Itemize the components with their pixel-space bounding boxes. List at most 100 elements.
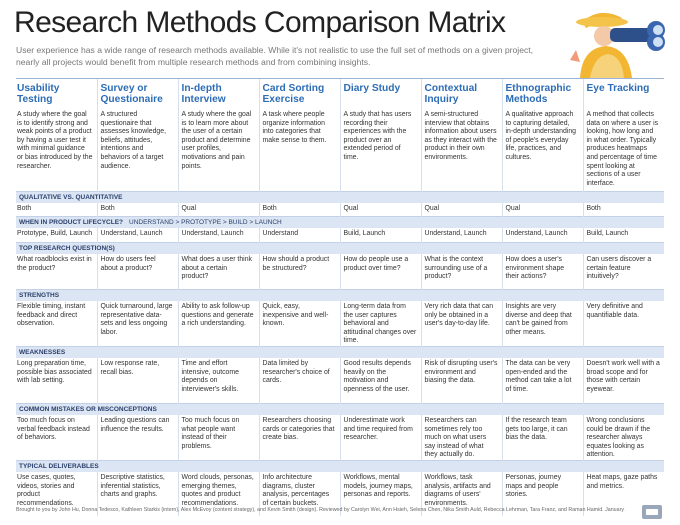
cell: How does a user's environment shape thei… bbox=[501, 254, 583, 290]
cell: Understand, Launch bbox=[96, 228, 178, 243]
cell: Very rich data that can only be obtained… bbox=[420, 301, 502, 347]
column-description: A semi-structured interview that obtains… bbox=[420, 109, 502, 192]
section-band: TOP RESEARCH QUESTION(S) bbox=[16, 242, 664, 254]
column-description: A study that has users recording their e… bbox=[339, 109, 421, 192]
cell: Too much focus on what people want inste… bbox=[177, 414, 259, 461]
cell: Low response rate, recall bias. bbox=[96, 357, 178, 404]
section-title: TYPICAL DELIVERABLES bbox=[19, 462, 99, 470]
section-header: STRENGTHS bbox=[16, 289, 664, 301]
cell: Qual bbox=[420, 203, 502, 217]
cell: Personas, journey maps and people storie… bbox=[501, 471, 583, 516]
cell: Researchers can sometimes rely too much … bbox=[420, 414, 502, 461]
section-subtitle: UNDERSTAND > PROTOTYPE > BUILD > LAUNCH bbox=[129, 219, 282, 226]
footer: Brought to you by John Hu, Donna Tedesco… bbox=[16, 507, 626, 513]
cell: Understand, Launch bbox=[177, 228, 259, 243]
section-band: QUALITATIVE VS. QUANTITATIVE bbox=[16, 191, 664, 203]
column-header-row: Usability Testing Survey or Questionaire I… bbox=[16, 79, 664, 109]
section-band: COMMON MISTAKES OR MISCONCEPTIONS bbox=[16, 402, 664, 415]
section-row: Prototype, Build, Launch Understand, Laun… bbox=[16, 228, 664, 243]
cell: Long-term data from the user captures be… bbox=[339, 301, 421, 347]
cell: How do people use a product over time? bbox=[339, 254, 421, 290]
column-description: A method that collects data on where a u… bbox=[582, 109, 664, 192]
section-row: Flexible timing, instant feedback and di… bbox=[16, 301, 664, 347]
column-description: A task where people organize information… bbox=[258, 109, 340, 192]
section-band: WHEN IN PRODUCT LIFECYCLE? UNDERSTAND > P… bbox=[16, 216, 664, 228]
cell: Too much focus on verbal feedback instea… bbox=[17, 416, 90, 442]
cell: Can users discover a certain feature int… bbox=[582, 254, 664, 290]
section-header: QUALITATIVE VS. QUANTITATIVE bbox=[16, 191, 664, 203]
cell: Understand bbox=[258, 228, 340, 243]
matrix: Usability Testing Survey or Questionaire I… bbox=[16, 78, 664, 516]
cell: Workflows, task analysis, artifacts and … bbox=[420, 471, 502, 516]
cell: Workflows, mental models, journey maps, … bbox=[339, 471, 421, 516]
section-title: WEAKNESSES bbox=[19, 348, 66, 356]
cell: Descriptive statistics, inferential stat… bbox=[96, 471, 178, 516]
section-title: COMMON MISTAKES OR MISCONCEPTIONS bbox=[19, 405, 157, 413]
column-name: Ethnographic Methods bbox=[501, 79, 583, 109]
cell: Ability to ask follow-up questions and g… bbox=[177, 301, 259, 347]
section-title: STRENGTHS bbox=[19, 292, 60, 299]
column-name: Survey or Questionaire bbox=[96, 79, 178, 109]
cell: If the research team gets too large, it … bbox=[501, 414, 583, 461]
cell: Qual bbox=[339, 203, 421, 217]
cell: Very definitive and quantifiable data. bbox=[582, 301, 664, 347]
cell: What does a user think about a certain p… bbox=[177, 254, 259, 290]
cell: How should a product be structured? bbox=[258, 254, 340, 290]
cell: Both bbox=[582, 203, 664, 217]
cell: Qual bbox=[177, 203, 259, 217]
column-description: A qualitative approach to capturing deta… bbox=[501, 109, 583, 192]
cell: Build, Launch bbox=[339, 228, 421, 243]
section-header: TOP RESEARCH QUESTION(S) bbox=[16, 242, 664, 254]
cell: Understand, Launch bbox=[420, 228, 502, 243]
illustration bbox=[570, 12, 665, 78]
cell: Info architecture diagrams, cluster anal… bbox=[258, 471, 340, 516]
cell: Quick turnaround, large representative d… bbox=[96, 301, 178, 347]
cell: Understand, Launch bbox=[501, 228, 583, 243]
section-header: WEAKNESSES bbox=[16, 345, 664, 358]
cell: Both bbox=[96, 203, 178, 217]
section-title: TOP RESEARCH QUESTION(S) bbox=[19, 245, 115, 252]
cell: Use cases, quotes, videos, stories and p… bbox=[17, 473, 76, 507]
cell: Time and effort intensive, outcome depen… bbox=[177, 357, 259, 404]
column-name: Eye Tracking bbox=[582, 79, 664, 109]
section-row: What roadblocks exist in the product? How… bbox=[16, 254, 664, 290]
cell: Both bbox=[258, 203, 340, 217]
cell: Both bbox=[17, 205, 32, 212]
section-title: QUALITATIVE VS. QUANTITATIVE bbox=[19, 194, 123, 201]
section-band: STRENGTHS bbox=[16, 289, 664, 301]
cell: Wrong conclusions could be drawn if the … bbox=[582, 414, 664, 461]
column-name: Card Sorting Exercise bbox=[258, 79, 340, 109]
section-band: WEAKNESSES bbox=[16, 345, 664, 358]
cell: Qual bbox=[501, 203, 583, 217]
cell: Word clouds, personas, emerging themes, … bbox=[177, 471, 259, 516]
cell: Long preparation time, possible bias ass… bbox=[17, 359, 92, 385]
cell: Good results depends heavily on the moti… bbox=[339, 357, 421, 404]
column-name: In-depth Interview bbox=[177, 79, 259, 109]
description-row: A study where the goal is to identify st… bbox=[16, 109, 664, 192]
cell: Researchers choosing cards or categories… bbox=[258, 414, 340, 461]
section-band: TYPICAL DELIVERABLES bbox=[16, 459, 664, 472]
cell: Build, Launch bbox=[582, 228, 664, 243]
column-description: A study where the goal is to learn more … bbox=[177, 109, 259, 192]
column-name: Diary Study bbox=[339, 79, 421, 109]
cell: Insights are very diverse and deep that … bbox=[501, 301, 583, 347]
column-name: Usability Testing bbox=[17, 83, 60, 105]
cell: Doesn't work well with a broad scope and… bbox=[582, 357, 664, 404]
cell: What roadblocks exist in the product? bbox=[17, 256, 92, 272]
column-name: Contextual Inquiry bbox=[420, 79, 502, 109]
section-row: Use cases, quotes, videos, stories and p… bbox=[16, 471, 664, 516]
cell: Data limited by researcher's choice of c… bbox=[258, 357, 340, 404]
cell: Prototype, Build, Launch bbox=[17, 230, 93, 237]
column-description: A structured questionaire that assesses … bbox=[96, 109, 178, 192]
subtitle: User experience has a wide range of rese… bbox=[16, 45, 534, 67]
column-description: A study where the goal is to identify st… bbox=[17, 111, 93, 170]
logo bbox=[642, 505, 662, 519]
cell: Quick, easy, inexpensive and well-known. bbox=[258, 301, 340, 347]
cell: Leading questions can influence the resu… bbox=[96, 414, 178, 461]
cell: What is the context surrounding use of a… bbox=[420, 254, 502, 290]
section-header: TYPICAL DELIVERABLES bbox=[16, 459, 664, 472]
title: Research Methods Comparison Matrix bbox=[14, 6, 506, 39]
matrix-table: Usability Testing Survey or Questionaire I… bbox=[16, 79, 664, 516]
